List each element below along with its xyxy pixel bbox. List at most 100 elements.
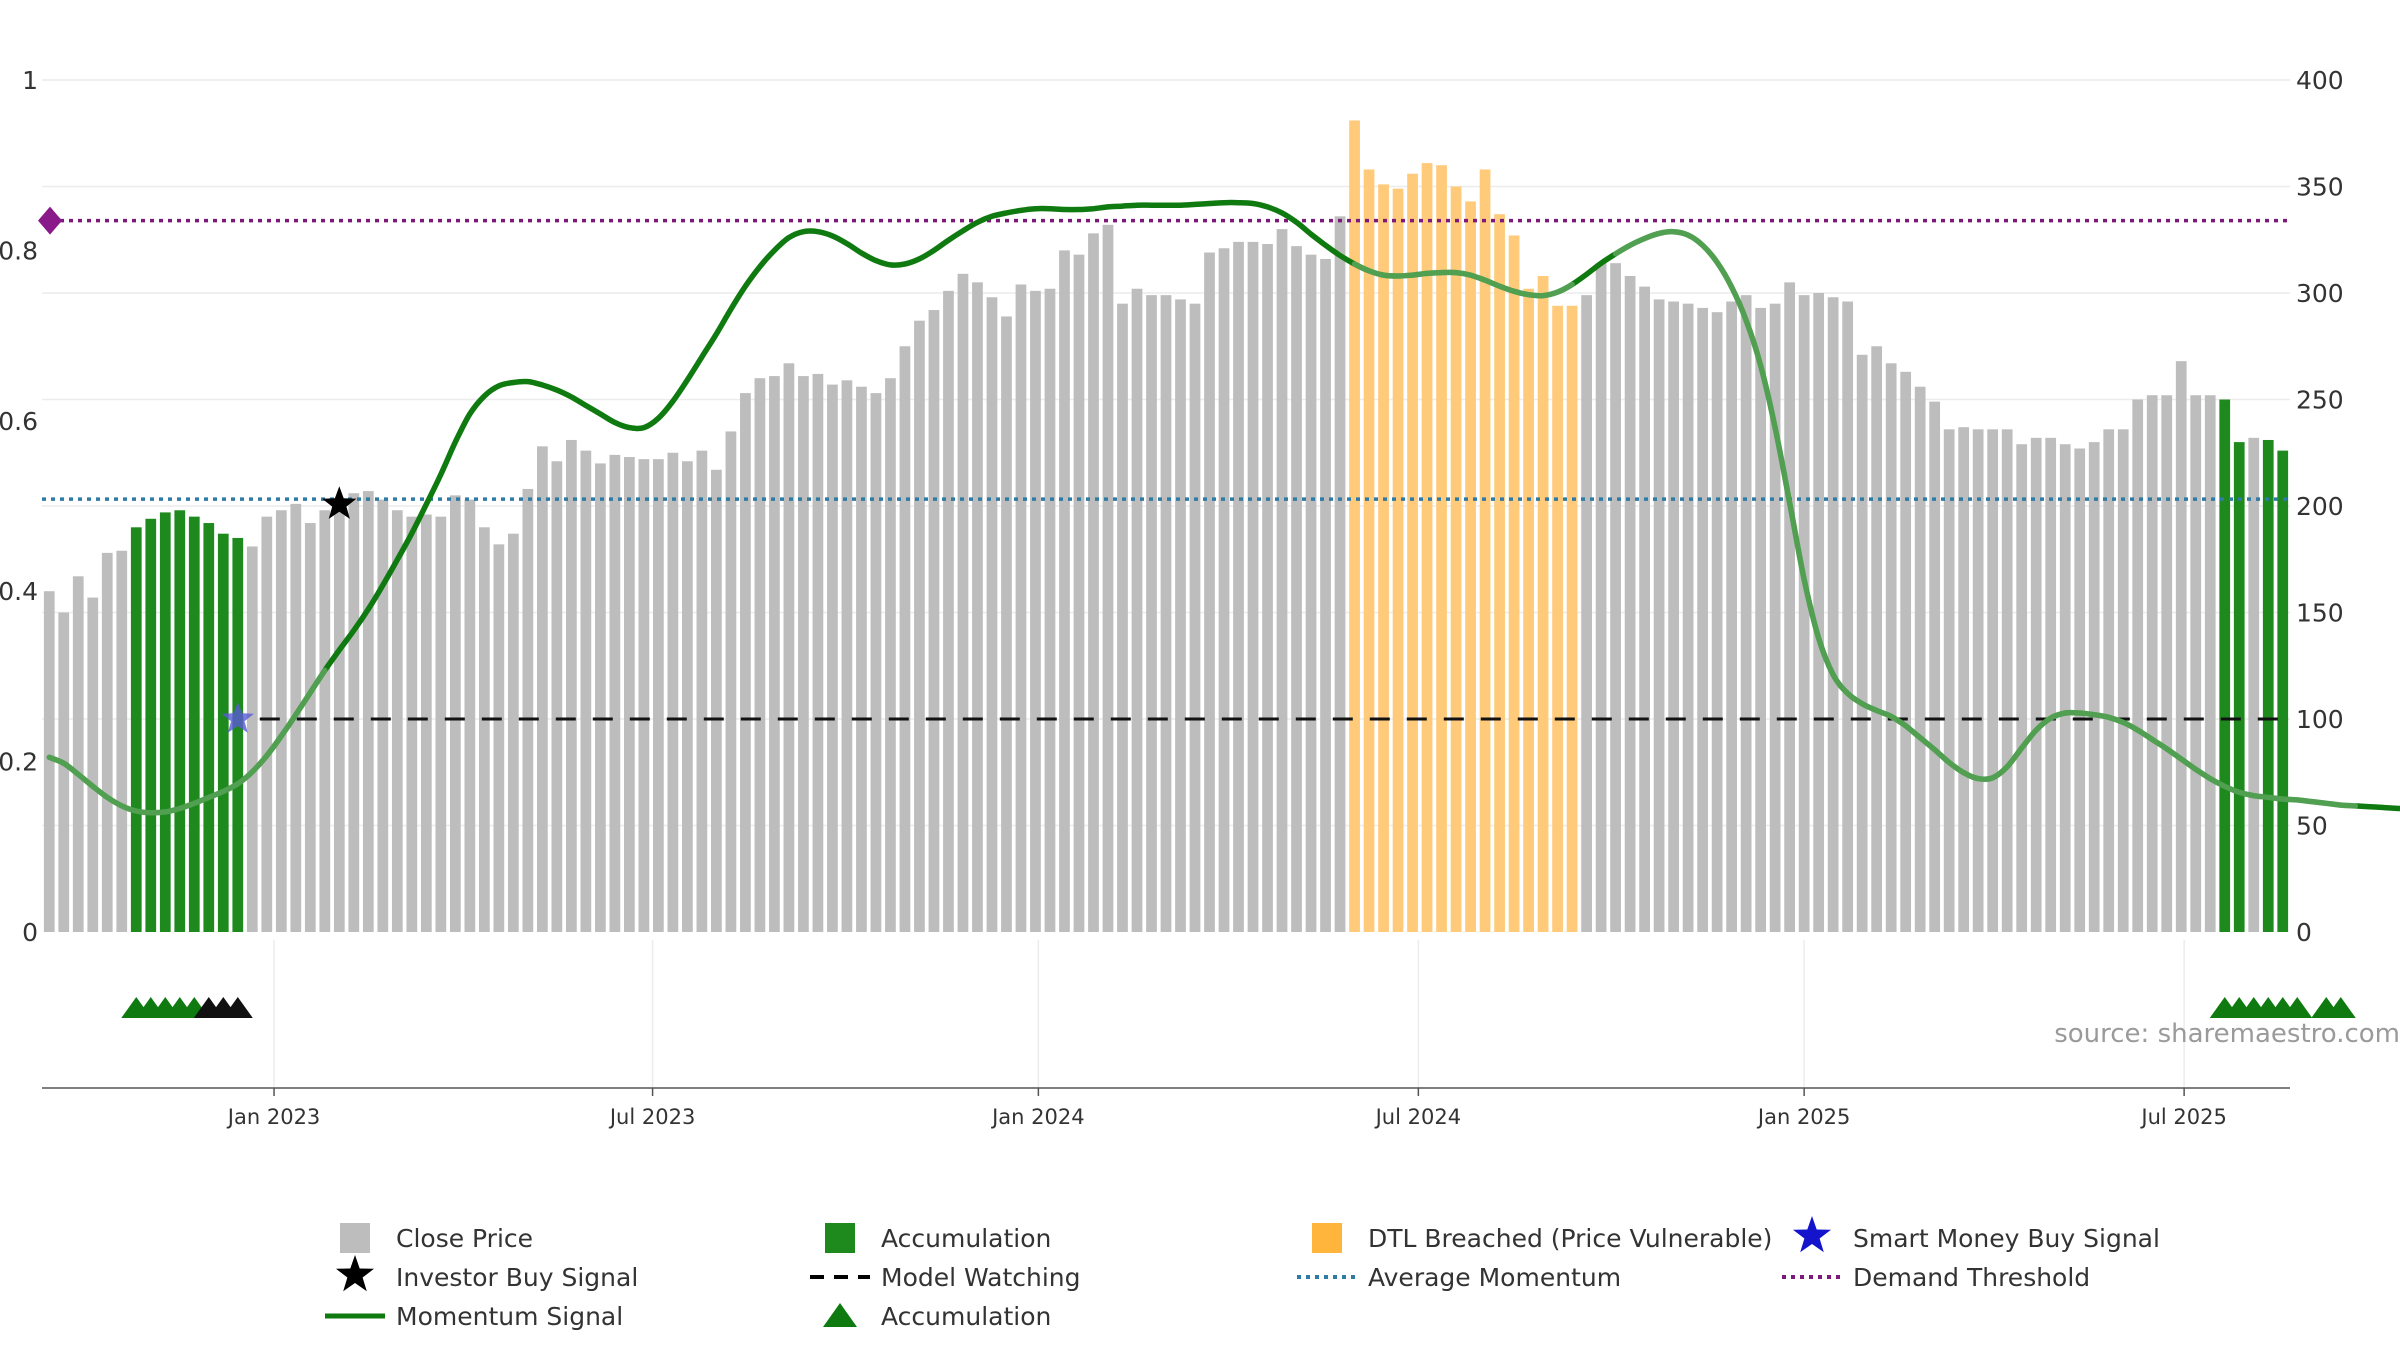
price-bar — [1711, 312, 1723, 932]
price-bar — [1639, 286, 1650, 932]
price-bar — [1943, 429, 1955, 932]
legend: Close Price Accumulation DTL Breached (Pri… — [325, 1216, 2160, 1331]
price-bar — [1059, 250, 1070, 932]
price-bar — [493, 544, 505, 932]
price-bar — [1595, 263, 1607, 932]
accumulation-bar — [232, 537, 244, 932]
price-bar — [87, 597, 99, 932]
price-bar — [1842, 301, 1854, 932]
price-bar — [1175, 299, 1186, 932]
price-bar — [72, 576, 84, 932]
price-bar — [1334, 216, 1346, 932]
price-bar — [319, 510, 331, 932]
dtl-breached-bar — [1421, 163, 1433, 932]
accumulation-bar — [2219, 399, 2231, 932]
left-tick-label: 0.4 — [0, 577, 38, 606]
price-bar — [1044, 288, 1056, 932]
price-bar — [1233, 241, 1244, 932]
price-bar — [1102, 224, 1114, 933]
price-bar — [1813, 293, 1825, 932]
price-bar — [609, 454, 621, 932]
legend-label: Close Price — [396, 1224, 533, 1253]
price-bar — [740, 393, 751, 932]
right-tick-label: 300 — [2296, 279, 2344, 308]
price-bar — [1189, 303, 1201, 932]
accumulation-bar — [2277, 450, 2289, 932]
x-tick-label: Jul 2025 — [2139, 1105, 2226, 1129]
right-tick-label: 200 — [2296, 492, 2344, 521]
price-bar — [1117, 303, 1128, 932]
price-bar — [885, 378, 896, 932]
price-bar — [116, 550, 128, 932]
accumulation-marker-dark — [222, 997, 253, 1018]
price-bar — [1088, 233, 1099, 933]
price-bar — [1900, 371, 1912, 932]
left-tick-label: 0.8 — [0, 236, 38, 265]
axes: 00.20.40.60.81 050100150200250300350400 … — [0, 66, 2344, 1129]
left-tick-label: 0.2 — [0, 748, 38, 777]
right-tick-label: 150 — [2296, 599, 2344, 628]
legend-label: Model Watching — [881, 1263, 1081, 1292]
dtl-breached-bar — [1363, 169, 1375, 932]
right-tick-label: 400 — [2296, 66, 2344, 95]
price-bar — [1131, 288, 1143, 932]
accumulation-bar — [2233, 442, 2245, 932]
price-bar — [624, 457, 635, 932]
legend-label: Accumulation — [881, 1302, 1051, 1331]
price-bar — [2045, 437, 2057, 932]
price-bar — [1726, 301, 1737, 932]
legend-star-icon — [336, 1255, 374, 1292]
price-bar — [914, 320, 925, 932]
accumulation-bar — [2262, 439, 2274, 932]
dtl-breached-bar — [1494, 214, 1505, 932]
x-tick-label: Jan 2025 — [1756, 1105, 1851, 1129]
price-bar — [1204, 252, 1215, 932]
legend-item: Smart Money Buy Signal — [1793, 1216, 2160, 1253]
price-bar — [43, 591, 55, 932]
accumulation-bar — [188, 516, 200, 932]
price-bar — [1769, 303, 1781, 932]
price-bar — [2074, 448, 2086, 932]
dtl-breached-bar — [1523, 288, 1534, 932]
price-bar — [1856, 354, 1868, 932]
dtl-breached-bar — [1436, 165, 1447, 932]
left-tick-label: 0 — [22, 918, 38, 947]
x-tick-label: Jan 2023 — [226, 1105, 321, 1129]
legend-item: Momentum Signal — [325, 1302, 623, 1331]
price-bar — [1030, 290, 1041, 932]
price-bar — [1697, 307, 1708, 932]
signal-markers — [121, 486, 2356, 1018]
price-bar — [986, 297, 998, 932]
price-bar — [2190, 395, 2202, 932]
price-bar — [1929, 401, 1941, 932]
legend-item: Demand Threshold — [1782, 1263, 2090, 1292]
legend-item: DTL Breached (Price Vulnerable) — [1312, 1223, 1772, 1253]
investor-buy-signal — [322, 486, 357, 519]
price-bar — [478, 527, 490, 932]
price-bar — [1914, 386, 1926, 933]
price-bar — [551, 461, 563, 932]
accumulation-bar — [217, 533, 229, 932]
price-bar — [1740, 295, 1752, 932]
price-bar — [1885, 363, 1897, 932]
right-axis-ticks: 0 50 100 150 200 250 300 350 400 — [2296, 66, 2344, 947]
price-bar — [507, 533, 519, 932]
price-bar — [827, 384, 838, 933]
price-bar — [1827, 297, 1839, 932]
right-tick-label: 0 — [2296, 918, 2312, 947]
dtl-breached-bar — [1566, 305, 1578, 932]
left-tick-label: 0.6 — [0, 407, 38, 436]
legend-item: Model Watching — [810, 1263, 1081, 1292]
price-bar — [1291, 246, 1302, 932]
price-bar — [1958, 427, 1970, 932]
price-bar — [928, 310, 940, 932]
price-bar — [682, 461, 693, 932]
smart-money-buy-signal — [221, 702, 254, 733]
price-bar — [1073, 254, 1085, 932]
price-bar — [1276, 229, 1288, 933]
price-bar — [1653, 299, 1665, 932]
accumulation-bar — [203, 523, 215, 932]
price-bar — [595, 463, 606, 932]
price-bar — [783, 363, 795, 932]
